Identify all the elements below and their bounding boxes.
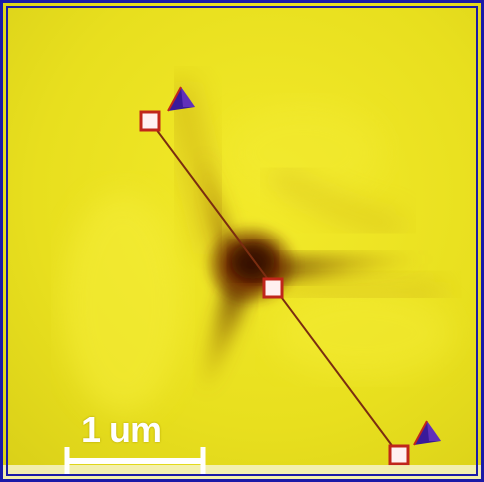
start-marker[interactable]: [141, 112, 159, 130]
afm-image: [3, 3, 484, 482]
surface-highlight: [63, 193, 183, 413]
center-marker[interactable]: [264, 279, 282, 297]
indent-center: [231, 243, 275, 279]
end-marker[interactable]: [390, 446, 408, 464]
bottom-strip: [3, 465, 484, 482]
scale-bar-label: 1 um: [81, 409, 161, 451]
